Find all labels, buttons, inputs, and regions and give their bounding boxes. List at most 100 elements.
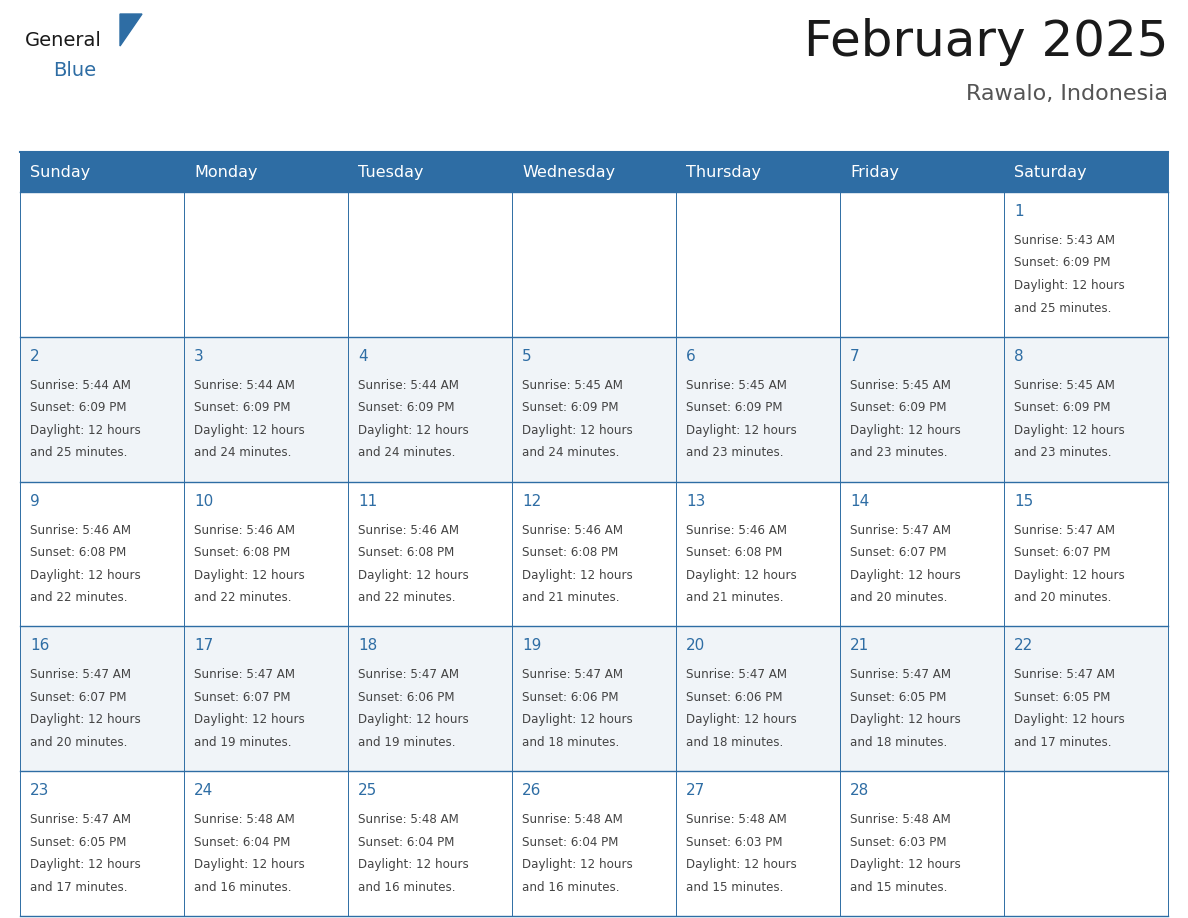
Text: Daylight: 12 hours: Daylight: 12 hours — [194, 858, 305, 871]
Text: Sunrise: 5:47 AM: Sunrise: 5:47 AM — [522, 668, 623, 681]
Text: Daylight: 12 hours: Daylight: 12 hours — [849, 424, 961, 437]
Text: 13: 13 — [685, 494, 706, 509]
Text: Sunrise: 5:47 AM: Sunrise: 5:47 AM — [685, 668, 786, 681]
Text: and 19 minutes.: and 19 minutes. — [358, 736, 455, 749]
Text: 17: 17 — [194, 638, 214, 654]
Text: Sunrise: 5:47 AM: Sunrise: 5:47 AM — [849, 523, 952, 537]
Text: and 18 minutes.: and 18 minutes. — [685, 736, 783, 749]
Text: Sunset: 6:07 PM: Sunset: 6:07 PM — [194, 691, 291, 704]
Text: Sunset: 6:07 PM: Sunset: 6:07 PM — [30, 691, 126, 704]
Text: Sunrise: 5:45 AM: Sunrise: 5:45 AM — [849, 379, 950, 392]
Text: and 22 minutes.: and 22 minutes. — [30, 591, 127, 604]
Text: Daylight: 12 hours: Daylight: 12 hours — [30, 568, 140, 582]
Text: Sunset: 6:09 PM: Sunset: 6:09 PM — [522, 401, 619, 414]
Text: 20: 20 — [685, 638, 706, 654]
Text: 16: 16 — [30, 638, 50, 654]
Text: and 20 minutes.: and 20 minutes. — [1015, 591, 1112, 604]
Text: Sunrise: 5:47 AM: Sunrise: 5:47 AM — [1015, 523, 1116, 537]
Text: and 24 minutes.: and 24 minutes. — [358, 446, 455, 459]
Text: 26: 26 — [522, 783, 542, 798]
Text: Daylight: 12 hours: Daylight: 12 hours — [1015, 279, 1125, 292]
Text: and 23 minutes.: and 23 minutes. — [685, 446, 784, 459]
Text: and 23 minutes.: and 23 minutes. — [1015, 446, 1112, 459]
Text: 25: 25 — [358, 783, 378, 798]
Text: Monday: Monday — [194, 164, 258, 180]
Text: and 21 minutes.: and 21 minutes. — [685, 591, 784, 604]
Bar — [20, 152, 184, 192]
Text: Sunrise: 5:46 AM: Sunrise: 5:46 AM — [685, 523, 786, 537]
Text: Sunrise: 5:47 AM: Sunrise: 5:47 AM — [849, 668, 952, 681]
Text: 3: 3 — [194, 349, 204, 364]
Text: 23: 23 — [30, 783, 50, 798]
Text: Daylight: 12 hours: Daylight: 12 hours — [849, 713, 961, 726]
Text: Sunrise: 5:46 AM: Sunrise: 5:46 AM — [194, 523, 295, 537]
Text: and 18 minutes.: and 18 minutes. — [522, 736, 619, 749]
Text: 8: 8 — [1015, 349, 1024, 364]
Text: and 15 minutes.: and 15 minutes. — [685, 880, 783, 894]
Text: Daylight: 12 hours: Daylight: 12 hours — [685, 424, 797, 437]
Bar — [1004, 152, 1168, 192]
Text: Sunset: 6:09 PM: Sunset: 6:09 PM — [358, 401, 455, 414]
Text: 28: 28 — [849, 783, 870, 798]
Text: Sunrise: 5:45 AM: Sunrise: 5:45 AM — [1015, 379, 1114, 392]
Text: Sunset: 6:07 PM: Sunset: 6:07 PM — [849, 546, 947, 559]
Text: 1: 1 — [1015, 204, 1024, 219]
Text: 4: 4 — [358, 349, 367, 364]
Text: Daylight: 12 hours: Daylight: 12 hours — [358, 568, 469, 582]
Text: Sunrise: 5:47 AM: Sunrise: 5:47 AM — [30, 813, 131, 826]
Text: Sunrise: 5:48 AM: Sunrise: 5:48 AM — [358, 813, 459, 826]
Text: 12: 12 — [522, 494, 542, 509]
Text: Sunset: 6:08 PM: Sunset: 6:08 PM — [522, 546, 618, 559]
Text: and 16 minutes.: and 16 minutes. — [194, 880, 291, 894]
Text: Saturday: Saturday — [1015, 164, 1087, 180]
Text: Sunset: 6:06 PM: Sunset: 6:06 PM — [522, 691, 619, 704]
Text: Sunrise: 5:48 AM: Sunrise: 5:48 AM — [685, 813, 786, 826]
Text: Sunday: Sunday — [30, 164, 90, 180]
Text: Sunrise: 5:44 AM: Sunrise: 5:44 AM — [30, 379, 131, 392]
Text: February 2025: February 2025 — [803, 18, 1168, 66]
Text: Daylight: 12 hours: Daylight: 12 hours — [194, 568, 305, 582]
Text: Wednesday: Wednesday — [522, 164, 615, 180]
Bar — [840, 152, 1004, 192]
Text: 2: 2 — [30, 349, 39, 364]
Text: and 24 minutes.: and 24 minutes. — [194, 446, 291, 459]
Text: Sunset: 6:09 PM: Sunset: 6:09 PM — [1015, 401, 1111, 414]
Text: 11: 11 — [358, 494, 378, 509]
Bar — [20, 337, 1168, 482]
Text: Sunrise: 5:47 AM: Sunrise: 5:47 AM — [194, 668, 295, 681]
Text: 18: 18 — [358, 638, 378, 654]
Text: Sunset: 6:04 PM: Sunset: 6:04 PM — [358, 835, 454, 849]
Text: and 22 minutes.: and 22 minutes. — [358, 591, 455, 604]
Text: Sunset: 6:09 PM: Sunset: 6:09 PM — [194, 401, 291, 414]
Text: Rawalo, Indonesia: Rawalo, Indonesia — [966, 84, 1168, 104]
Text: Sunset: 6:09 PM: Sunset: 6:09 PM — [30, 401, 126, 414]
Text: Sunset: 6:08 PM: Sunset: 6:08 PM — [685, 546, 782, 559]
Text: 19: 19 — [522, 638, 542, 654]
Text: 22: 22 — [1015, 638, 1034, 654]
Text: Daylight: 12 hours: Daylight: 12 hours — [685, 858, 797, 871]
Text: 7: 7 — [849, 349, 860, 364]
Text: Sunset: 6:06 PM: Sunset: 6:06 PM — [685, 691, 783, 704]
Text: Sunrise: 5:48 AM: Sunrise: 5:48 AM — [849, 813, 950, 826]
Text: Sunrise: 5:48 AM: Sunrise: 5:48 AM — [522, 813, 623, 826]
Text: Daylight: 12 hours: Daylight: 12 hours — [849, 568, 961, 582]
Text: and 17 minutes.: and 17 minutes. — [1015, 736, 1112, 749]
Bar — [184, 152, 348, 192]
Text: Daylight: 12 hours: Daylight: 12 hours — [30, 424, 140, 437]
Text: 27: 27 — [685, 783, 706, 798]
Text: Thursday: Thursday — [685, 164, 762, 180]
Text: Daylight: 12 hours: Daylight: 12 hours — [522, 858, 633, 871]
Text: Sunset: 6:09 PM: Sunset: 6:09 PM — [685, 401, 783, 414]
Text: Sunset: 6:08 PM: Sunset: 6:08 PM — [358, 546, 454, 559]
Text: Sunset: 6:05 PM: Sunset: 6:05 PM — [1015, 691, 1111, 704]
Text: Sunrise: 5:47 AM: Sunrise: 5:47 AM — [358, 668, 459, 681]
Text: and 20 minutes.: and 20 minutes. — [30, 736, 127, 749]
Text: Sunset: 6:08 PM: Sunset: 6:08 PM — [30, 546, 126, 559]
Text: Daylight: 12 hours: Daylight: 12 hours — [30, 713, 140, 726]
Text: Sunset: 6:05 PM: Sunset: 6:05 PM — [849, 691, 947, 704]
Text: 5: 5 — [522, 349, 531, 364]
Text: and 25 minutes.: and 25 minutes. — [1015, 301, 1112, 315]
Text: and 18 minutes.: and 18 minutes. — [849, 736, 947, 749]
Text: General: General — [25, 31, 102, 50]
Polygon shape — [120, 14, 143, 46]
